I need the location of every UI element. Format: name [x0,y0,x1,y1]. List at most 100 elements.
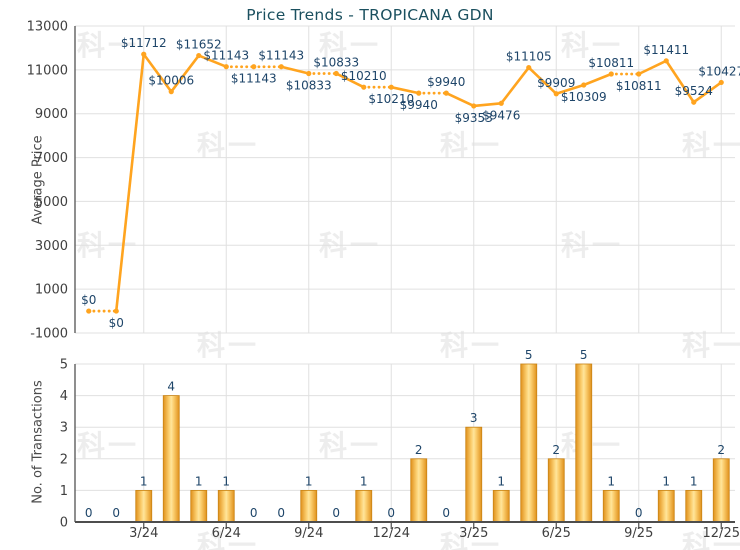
price-point [553,91,559,97]
transaction-bar [217,489,235,523]
y-axis-tick-label: 0 [60,516,68,531]
watermark-text: 科一 [319,429,382,462]
price-point-label: $0 [109,316,124,330]
y-axis-tick-label: 1000 [35,283,68,298]
price-point-label: $11143 [258,49,304,63]
bar-value-label: 1 [222,474,230,488]
price-point-label: $10006 [148,74,194,88]
transactions-bar-chart: 5 4 3 2 1 0 0 0 1 4 1 1 0 0 1 0 1 0 2 0 3 1 5 2 5 1 0 1 1 2 3/24 6/24 9/… [60,348,740,541]
price-point [251,64,257,70]
x-axis-tick-label: 12/25 [703,526,740,541]
bar-value-label: 1 [140,474,148,488]
price-line-segment [280,65,310,75]
price-line-segment [142,53,173,93]
bar-value-label: 4 [167,380,175,394]
y-axis-tick-label: 5000 [35,195,68,210]
watermark-text: 科一 [197,529,260,550]
bar-value-label: 5 [525,348,533,362]
watermark-text: 科一 [197,329,260,362]
y-axis-tick-label: 7000 [35,151,68,166]
price-line-segment [665,60,695,103]
x-axis-tick-label: 6/25 [542,526,571,541]
price-line-segment [555,83,585,96]
price-point-label: $11411 [643,43,689,57]
transaction-bar [300,489,318,523]
price-point-label: $10811 [588,56,634,70]
transaction-bar [410,458,428,523]
price-line-segment [445,91,475,108]
x-axis-tick-label: 12/24 [373,526,410,541]
price-line-segment [114,54,146,312]
transaction-bar [190,489,208,523]
bar-value-label: 0 [332,506,340,520]
chart-title: Price Trends - TROPICANA GDN [246,6,494,24]
price-point-label: $10427 [698,64,740,78]
price-line-segment [170,54,200,93]
price-point [718,79,724,86]
transaction-bar [465,426,483,523]
watermark-text: 科一 [682,529,740,550]
price-point [223,64,229,70]
watermark-text: 科一 [561,29,624,62]
watermark-text: 科一 [77,429,140,462]
bar-value-label: 0 [250,506,258,520]
transaction-bar [575,363,593,523]
price-point [113,308,119,314]
price-point-label: $10210 [368,92,414,106]
bar-value-label: 1 [497,474,505,488]
bar-value-label: 0 [85,506,93,520]
y-axis-tick-label: 3000 [35,239,68,254]
price-point [168,89,174,95]
price-point [86,308,92,314]
bar-value-label: 1 [305,474,313,488]
price-point [388,84,394,90]
bar-value-label: 3 [470,411,478,425]
y-axis-tick-label: 11000 [27,63,68,78]
price-point [443,90,449,96]
watermark-text: 科一 [440,129,503,162]
transaction-bar [492,489,510,523]
y-axis-tick-label: 2 [60,452,68,467]
y-axis-tick-label: 9000 [35,107,68,122]
transaction-bar [602,489,620,523]
bar-value-label: 2 [415,443,423,457]
y-axis-tick-label: 1 [60,484,68,499]
price-point-label: $0 [81,293,96,307]
bar-value-label: 0 [635,506,643,520]
bar-value-label: 1 [360,474,368,488]
bar-value-label: 2 [552,443,560,457]
bar-value-label: 1 [195,474,203,488]
price-point-label: $9940 [427,75,465,89]
price-line-segment [500,66,530,105]
bar-value-label: 0 [112,506,120,520]
transaction-bar [657,489,675,523]
price-point [361,84,367,90]
transaction-bar [685,489,703,523]
average-price-line-chart: 13000 11000 9000 7000 5000 3000 1000 -1000 $0 $0 $… [27,20,740,342]
watermark-text: 科一 [682,129,740,162]
bar-value-label: 0 [387,506,395,520]
price-line-segment [390,85,420,95]
bar-value-label: 1 [662,474,670,488]
y-axis-tick-label: 13000 [27,20,68,35]
watermark-text: 科一 [682,329,740,362]
price-point [608,71,614,77]
price-point-label: $9940 [400,98,438,112]
price-point [278,64,284,70]
bar-value-label: 5 [580,348,588,362]
price-point-label: $11652 [176,38,222,52]
transaction-bar [355,489,373,523]
x-axis-tick-label: 3/24 [129,526,158,541]
price-point [691,99,697,105]
transaction-bar [162,395,180,523]
price-point-label: $11712 [121,36,167,50]
price-point [196,52,202,59]
y-axis-tick-label: -1000 [30,327,68,342]
price-point-label: $10811 [616,79,662,93]
price-point-label: $9909 [537,76,575,90]
transaction-bar [712,458,730,523]
price-line-segment [527,66,558,95]
price-point [471,103,477,109]
price-point [581,82,587,88]
